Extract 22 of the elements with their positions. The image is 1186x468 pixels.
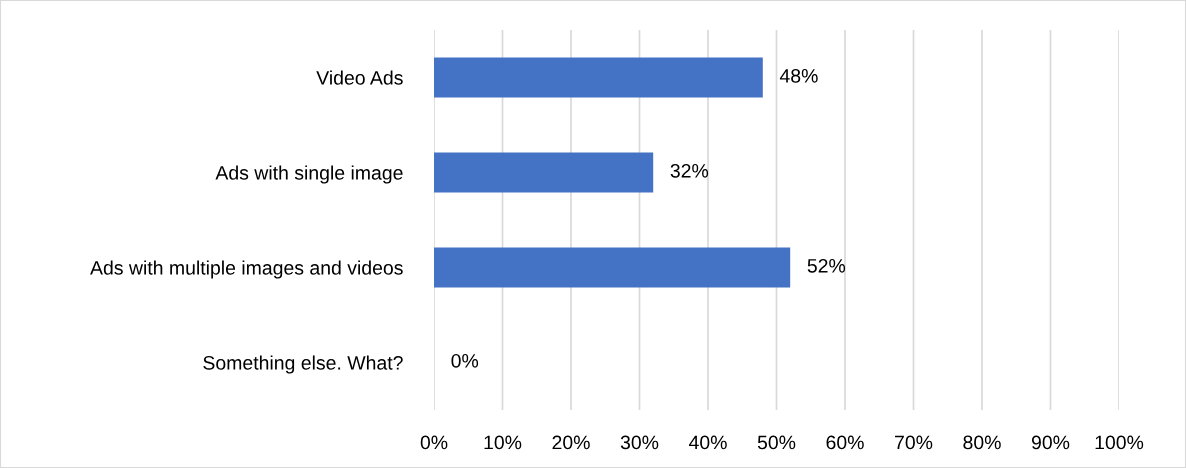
bar bbox=[434, 57, 763, 98]
x-tick-label: 10% bbox=[484, 435, 522, 450]
x-tick-label: 100% bbox=[1095, 435, 1144, 450]
x-tick-label: 50% bbox=[757, 435, 796, 450]
bar bbox=[434, 247, 791, 288]
data-label: 48% bbox=[779, 68, 818, 83]
y-tick-label: Something else. What? bbox=[203, 355, 403, 374]
x-tick-label: 30% bbox=[620, 435, 659, 450]
x-tick-label: 0% bbox=[420, 435, 448, 450]
x-tick-label: 40% bbox=[688, 435, 727, 450]
bar bbox=[434, 152, 654, 193]
data-label: 0% bbox=[451, 353, 479, 368]
data-label: 52% bbox=[807, 258, 846, 273]
x-tick-label: 70% bbox=[895, 435, 933, 450]
x-tick-label: 20% bbox=[552, 435, 590, 450]
y-tick-label: Video Ads bbox=[316, 70, 403, 85]
x-tick-label: 90% bbox=[1031, 435, 1070, 450]
x-tick-label: 80% bbox=[963, 435, 1001, 450]
x-tick-label: 60% bbox=[826, 435, 864, 450]
data-label: 32% bbox=[670, 163, 709, 178]
y-tick-label: Ads with multiple images and videos bbox=[90, 260, 403, 279]
y-tick-label: Ads with single image bbox=[215, 165, 403, 184]
